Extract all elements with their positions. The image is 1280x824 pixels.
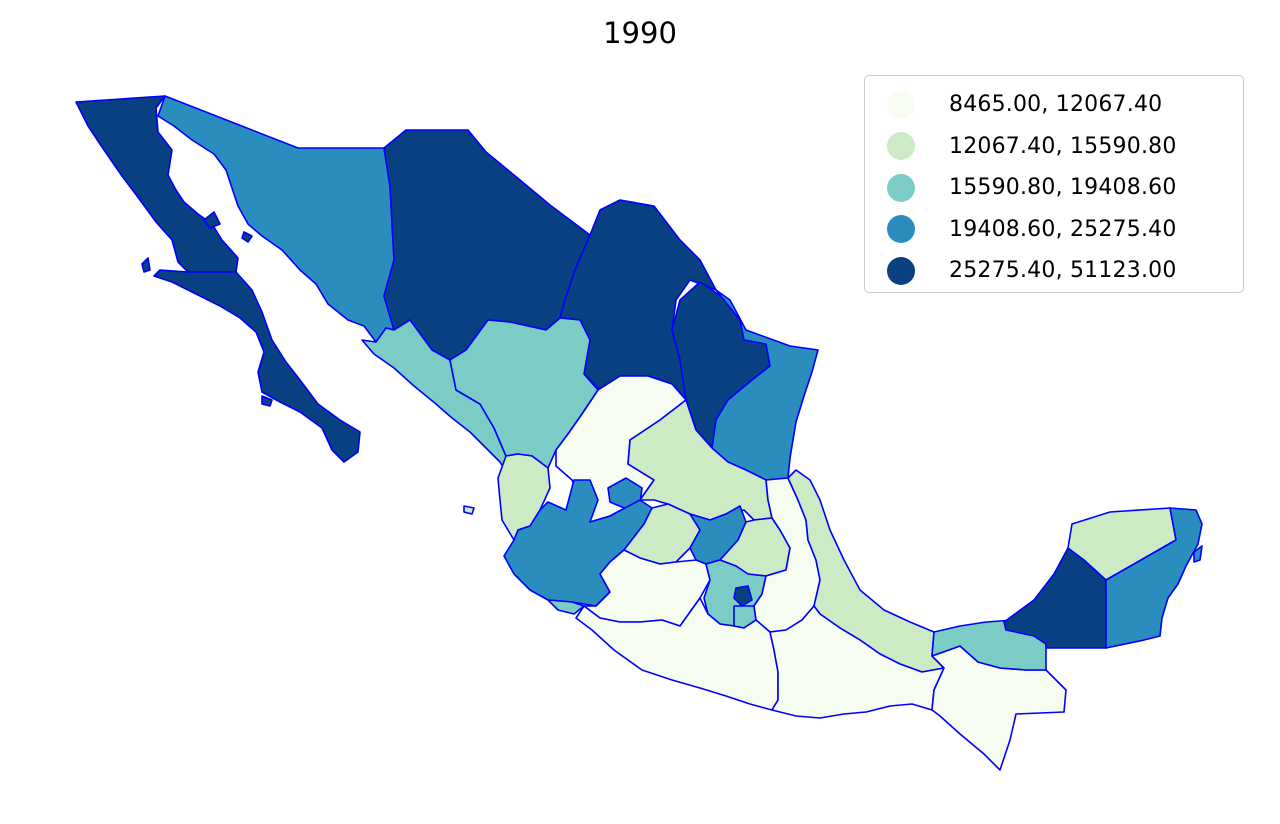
state-baja-california-sur <box>261 395 273 407</box>
legend-entry: 19408.60, 25275.40 <box>887 209 1231 251</box>
legend-label: 8465.00, 12067.40 <box>949 92 1163 118</box>
legend-marker <box>887 215 915 244</box>
state-baja-california <box>75 95 239 273</box>
legend-entry: 12067.40, 15590.80 <box>887 126 1231 168</box>
state-baja-california-sur <box>153 269 361 463</box>
state-distrito-federal <box>733 585 753 607</box>
state-quintana-roo <box>1193 545 1203 563</box>
state-quintana-roo <box>1105 507 1203 649</box>
legend-entry: 25275.40, 51123.00 <box>887 250 1231 292</box>
legend-marker <box>887 256 915 285</box>
state-baja-california <box>241 231 253 243</box>
legend-label: 25275.40, 51123.00 <box>949 258 1177 284</box>
legend-marker <box>887 132 915 161</box>
legend-entry: 8465.00, 12067.40 <box>887 84 1231 126</box>
legend-label: 15590.80, 19408.60 <box>949 175 1177 201</box>
legend-label: 19408.60, 25275.40 <box>949 216 1177 242</box>
state-nayarit <box>463 505 475 515</box>
map-legend: 8465.00, 12067.40 12067.40, 15590.80 155… <box>864 75 1244 293</box>
map-title: 1990 <box>603 16 677 50</box>
state-colima <box>547 599 585 615</box>
legend-entry: 15590.80, 19408.60 <box>887 167 1231 209</box>
legend-label: 12067.40, 15590.80 <box>949 133 1177 159</box>
state-baja-california <box>141 257 151 273</box>
legend-marker <box>887 90 915 119</box>
legend-marker <box>887 173 915 202</box>
state-baja-california <box>203 211 221 229</box>
